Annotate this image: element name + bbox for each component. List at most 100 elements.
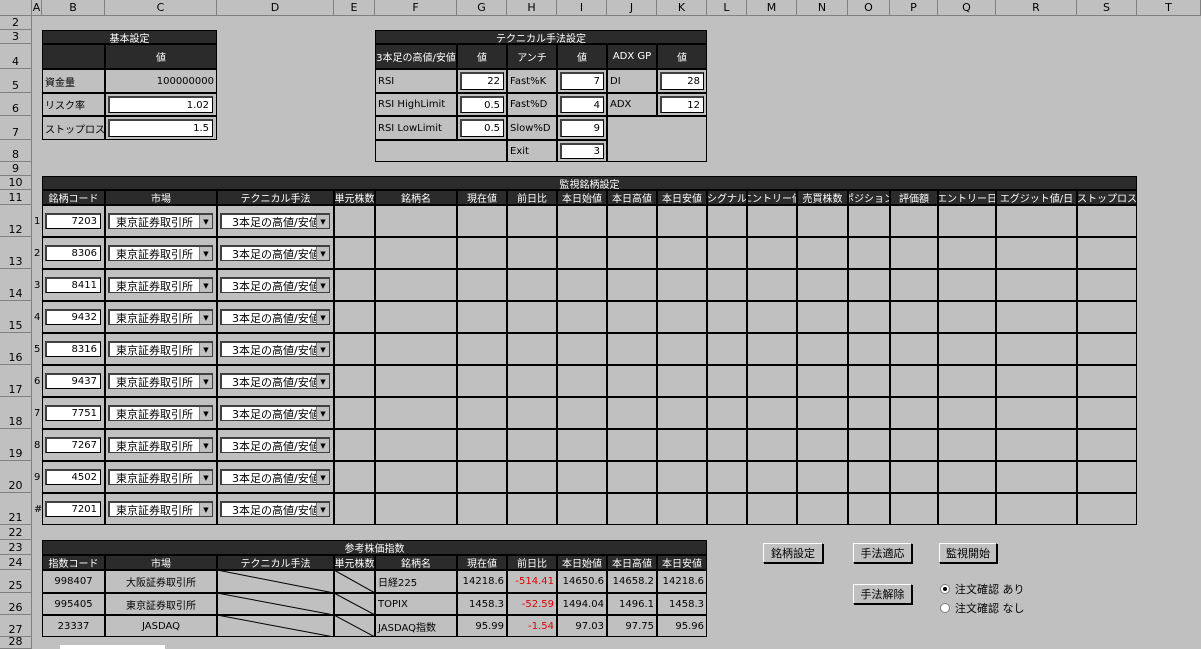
column-header-D[interactable]: D: [217, 0, 334, 16]
chevron-down-icon[interactable]: ▼: [316, 215, 329, 228]
technical-value-input[interactable]: 4: [560, 96, 604, 113]
row-header-20[interactable]: 20: [0, 461, 32, 493]
row-header-7[interactable]: 7: [0, 116, 32, 140]
chevron-down-icon[interactable]: ▼: [199, 215, 212, 228]
horizontal-scrollbar[interactable]: [60, 645, 165, 649]
row-header-22[interactable]: 22: [0, 525, 32, 540]
row-header-4[interactable]: 4: [0, 44, 32, 69]
row-header-5[interactable]: 5: [0, 69, 32, 93]
row-header-16[interactable]: 16: [0, 333, 32, 365]
row-header-15[interactable]: 15: [0, 301, 32, 333]
technical-value-input[interactable]: 9: [560, 119, 604, 137]
column-header-N[interactable]: N: [797, 0, 848, 16]
row-header-13[interactable]: 13: [0, 237, 32, 269]
row-header-6[interactable]: 6: [0, 93, 32, 116]
stock-code-input[interactable]: 8411: [45, 277, 101, 293]
chevron-down-icon[interactable]: ▼: [316, 311, 329, 324]
market-dropdown[interactable]: 東京証券取引所 ▼: [108, 437, 213, 453]
stock-code-input[interactable]: 8306: [45, 245, 101, 261]
chevron-down-icon[interactable]: ▼: [316, 279, 329, 292]
technical-value-input[interactable]: 28: [660, 72, 704, 90]
select-all-corner[interactable]: [0, 0, 32, 16]
column-header-H[interactable]: H: [507, 0, 557, 16]
method-dropdown[interactable]: 3本足の高値/安値 ▼: [220, 245, 330, 261]
method-dropdown[interactable]: 3本足の高値/安値 ▼: [220, 373, 330, 389]
stock-code-input[interactable]: 7203: [45, 213, 101, 229]
column-header-Q[interactable]: Q: [938, 0, 996, 16]
chevron-down-icon[interactable]: ▼: [199, 279, 212, 292]
column-header-R[interactable]: R: [996, 0, 1077, 16]
chevron-down-icon[interactable]: ▼: [316, 407, 329, 420]
chevron-down-icon[interactable]: ▼: [199, 439, 212, 452]
technical-value-input[interactable]: 0.5: [460, 119, 504, 137]
chevron-down-icon[interactable]: ▼: [316, 471, 329, 484]
row-header-14[interactable]: 14: [0, 269, 32, 301]
column-header-G[interactable]: G: [457, 0, 507, 16]
row-header-23[interactable]: 23: [0, 540, 32, 555]
chevron-down-icon[interactable]: ▼: [316, 343, 329, 356]
column-header-E[interactable]: E: [334, 0, 375, 16]
market-dropdown[interactable]: 東京証券取引所 ▼: [108, 341, 213, 357]
chevron-down-icon[interactable]: ▼: [199, 471, 212, 484]
row-header-24[interactable]: 24: [0, 555, 32, 570]
market-dropdown[interactable]: 東京証券取引所 ▼: [108, 277, 213, 293]
release-method-button[interactable]: 手法解除: [853, 584, 912, 604]
chevron-down-icon[interactable]: ▼: [316, 439, 329, 452]
column-header-P[interactable]: P: [890, 0, 938, 16]
row-header-26[interactable]: 26: [0, 593, 32, 615]
radio-icon[interactable]: [940, 584, 950, 594]
chevron-down-icon[interactable]: ▼: [316, 375, 329, 388]
apply-method-button[interactable]: 手法適応: [853, 543, 912, 563]
stock-code-input[interactable]: 9437: [45, 373, 101, 389]
row-header-11[interactable]: 11: [0, 190, 32, 205]
row-header-12[interactable]: 12: [0, 205, 32, 237]
stock-code-input[interactable]: 7751: [45, 405, 101, 421]
chevron-down-icon[interactable]: ▼: [316, 247, 329, 260]
stock-setting-button[interactable]: 銘柄設定: [763, 543, 823, 563]
chevron-down-icon[interactable]: ▼: [199, 311, 212, 324]
stock-code-input[interactable]: 7201: [45, 501, 101, 517]
method-dropdown[interactable]: 3本足の高値/安値 ▼: [220, 501, 330, 517]
row-header-8[interactable]: 8: [0, 140, 32, 162]
row-header-3[interactable]: 3: [0, 30, 32, 44]
row-header-27[interactable]: 27: [0, 615, 32, 637]
start-monitor-button[interactable]: 監視開始: [939, 543, 997, 563]
basic-value-input[interactable]: 1.5: [108, 119, 213, 137]
technical-value-input[interactable]: 3: [560, 143, 604, 159]
column-header-J[interactable]: J: [607, 0, 657, 16]
market-dropdown[interactable]: 東京証券取引所 ▼: [108, 309, 213, 325]
method-dropdown[interactable]: 3本足の高値/安値 ▼: [220, 437, 330, 453]
chevron-down-icon[interactable]: ▼: [199, 407, 212, 420]
column-header-O[interactable]: O: [848, 0, 890, 16]
column-header-F[interactable]: F: [375, 0, 457, 16]
order-confirm-radio[interactable]: 注文確認 なし: [940, 600, 1040, 616]
column-header-A[interactable]: A: [32, 0, 42, 16]
technical-value-input[interactable]: 22: [460, 72, 504, 90]
basic-value-input[interactable]: 1.02: [108, 96, 213, 113]
chevron-down-icon[interactable]: ▼: [199, 247, 212, 260]
chevron-down-icon[interactable]: ▼: [199, 343, 212, 356]
column-header-L[interactable]: L: [707, 0, 747, 16]
column-header-S[interactable]: S: [1077, 0, 1137, 16]
chevron-down-icon[interactable]: ▼: [199, 503, 212, 516]
column-header-K[interactable]: K: [657, 0, 707, 16]
method-dropdown[interactable]: 3本足の高値/安値 ▼: [220, 213, 330, 229]
row-header-10[interactable]: 10: [0, 176, 32, 190]
method-dropdown[interactable]: 3本足の高値/安値 ▼: [220, 405, 330, 421]
row-header-17[interactable]: 17: [0, 365, 32, 397]
column-header-C[interactable]: C: [105, 0, 217, 16]
stock-code-input[interactable]: 9432: [45, 309, 101, 325]
method-dropdown[interactable]: 3本足の高値/安値 ▼: [220, 309, 330, 325]
column-header-T[interactable]: T: [1137, 0, 1201, 16]
radio-icon[interactable]: [940, 603, 950, 613]
stock-code-input[interactable]: 8316: [45, 341, 101, 357]
column-header-B[interactable]: B: [42, 0, 105, 16]
row-header-25[interactable]: 25: [0, 570, 32, 593]
stock-code-input[interactable]: 7267: [45, 437, 101, 453]
row-header-9[interactable]: 9: [0, 162, 32, 176]
technical-value-input[interactable]: 7: [560, 72, 604, 90]
method-dropdown[interactable]: 3本足の高値/安値 ▼: [220, 341, 330, 357]
market-dropdown[interactable]: 東京証券取引所 ▼: [108, 245, 213, 261]
technical-value-input[interactable]: 0.5: [460, 96, 504, 113]
column-header-M[interactable]: M: [747, 0, 797, 16]
